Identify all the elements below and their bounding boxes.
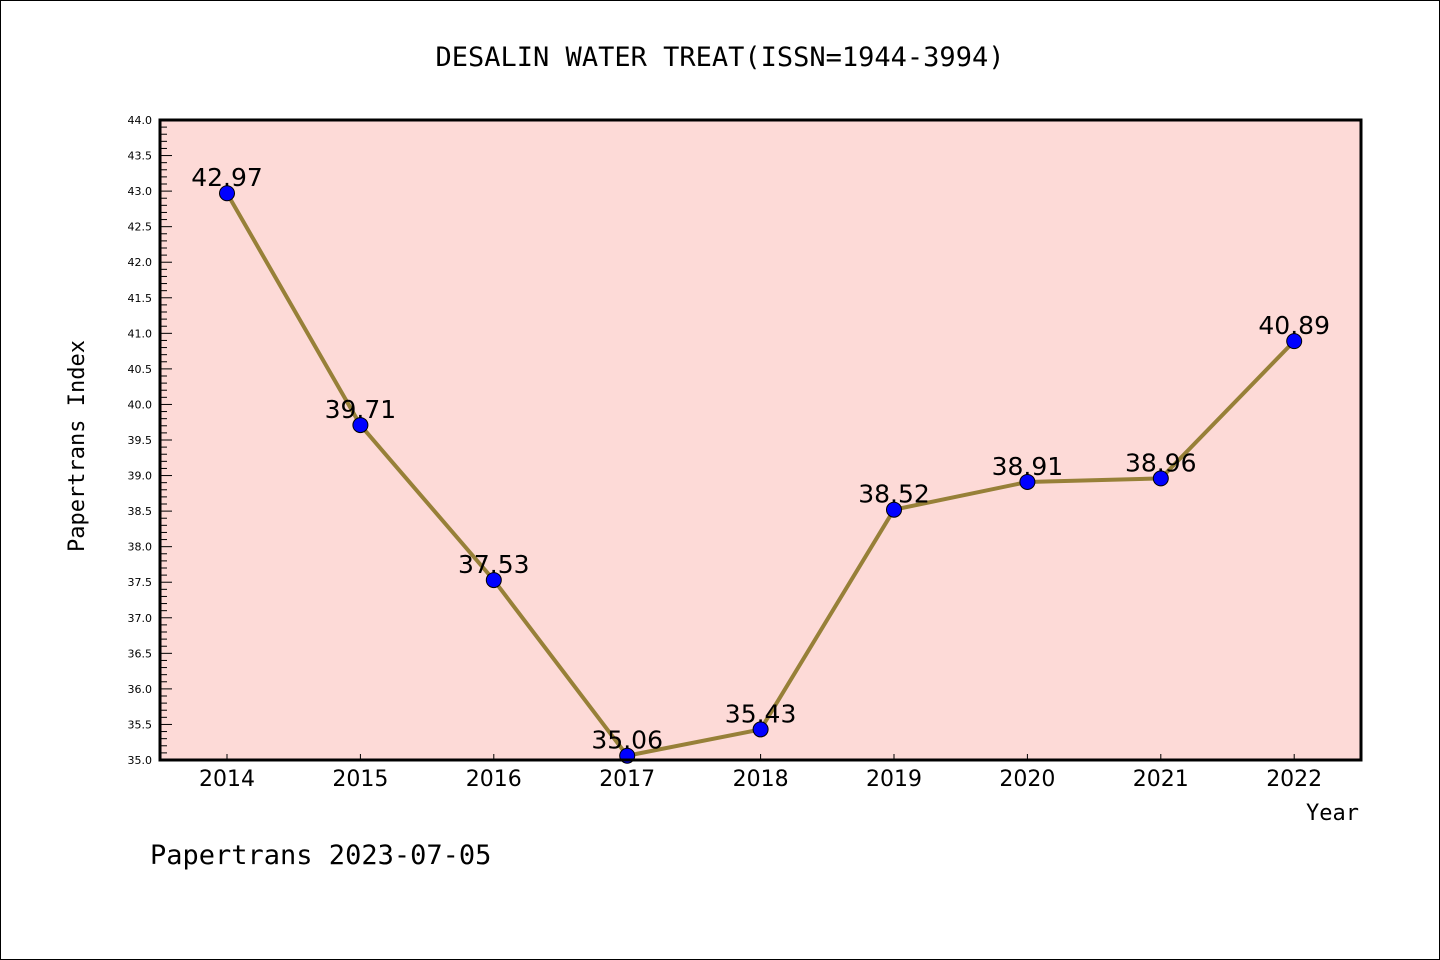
x-tick-label: 2022 (1266, 767, 1322, 792)
data-label: 35.06 (591, 726, 663, 755)
footer-text: Papertrans 2023-07-05 (150, 840, 491, 871)
y-tick-label: 38.0 (128, 541, 153, 554)
y-tick-label: 42.0 (128, 256, 153, 269)
data-label: 37.53 (458, 550, 530, 579)
data-labels: 42.97 39.71 37.53 35.06 35.43 38.52 38.91 38.96… (191, 163, 1330, 754)
data-label: 38.91 (992, 452, 1064, 481)
x-tick-label: 2014 (199, 767, 255, 792)
y-tick-label: 41.0 (128, 327, 153, 340)
data-label: 39.71 (325, 395, 397, 424)
y-tick-label: 39.0 (128, 470, 153, 483)
y-tick-label: 39.5 (128, 434, 153, 447)
chart-title: DESALIN WATER TREAT(ISSN=1944-3994) (436, 42, 1005, 73)
y-tick-label: 43.5 (128, 150, 153, 163)
data-point (219, 185, 235, 202)
x-tick-label: 2020 (999, 767, 1055, 792)
data-point (352, 417, 369, 434)
data-label: 35.43 (725, 699, 797, 728)
y-tick-label: 35.0 (128, 754, 153, 767)
y-tick-label: 43.0 (128, 185, 153, 198)
y-tick-label: 35.5 (128, 718, 153, 731)
y-tick-label: 37.5 (128, 576, 153, 589)
plot-border (158, 118, 1363, 762)
data-point (1019, 473, 1036, 490)
x-tick-label: 2016 (466, 767, 522, 792)
x-tick-label: 2019 (866, 767, 922, 792)
data-point (886, 501, 902, 518)
data-point (752, 721, 769, 738)
x-tick-label: 2015 (332, 767, 388, 792)
plot-area (160, 120, 1361, 760)
x-axis-label: Year (1306, 801, 1359, 826)
markers (219, 185, 1303, 764)
y-tick-label: 42.5 (128, 221, 153, 234)
x-tick-label: 2018 (733, 767, 789, 792)
data-label: 42.97 (191, 163, 263, 192)
data-label: 38.52 (858, 480, 930, 509)
y-tick-label: 36.0 (128, 683, 153, 696)
y-tick-label: 36.5 (128, 647, 153, 660)
y-axis-label: Papertrans Index (65, 340, 90, 552)
data-point (485, 572, 502, 589)
x-tick-label: 2021 (1133, 767, 1189, 792)
data-point (1286, 333, 1303, 350)
y-axis: 35.0 35.5 36.0 36.5 37.0 37.5 38.0 38.5 39.0 39.5… (128, 114, 172, 767)
data-label: 40.89 (1258, 311, 1330, 340)
x-tick-label: 2017 (599, 767, 655, 792)
y-tick-label: 37.0 (128, 612, 153, 625)
data-point (1152, 470, 1169, 487)
x-axis: 2014 2015 2016 2017 2018 2019 2020 2021 2022 (199, 754, 1322, 792)
data-label: 38.96 (1125, 448, 1197, 477)
y-tick-label: 38.5 (128, 505, 153, 518)
y-tick-label: 40.5 (128, 363, 153, 376)
y-tick-label: 44.0 (128, 114, 153, 127)
y-tick-label: 41.5 (128, 292, 153, 305)
y-tick-label: 40.0 (128, 398, 153, 411)
